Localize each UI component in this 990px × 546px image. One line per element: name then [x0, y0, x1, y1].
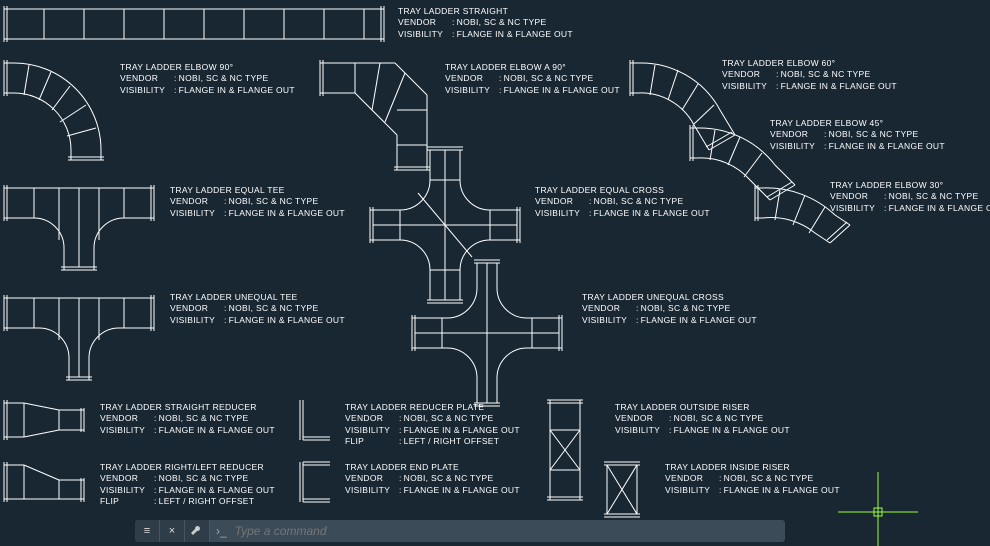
tray-outriser-icon: [545, 400, 585, 500]
tray-rlred-icon: [4, 462, 84, 502]
tray-uncross-icon: [412, 258, 562, 408]
tray-endplate-icon: [300, 462, 330, 502]
label-untee: TRAY LADDER UNEQUAL TEE VENDOR:NOBI, SC …: [170, 292, 345, 326]
wrench-icon[interactable]: [185, 520, 210, 542]
label-inriser: TRAY LADDER INSIDE RISER VENDOR:NOBI, SC…: [665, 462, 840, 496]
cad-canvas[interactable]: TRAY LADDER STRAIGHT VENDOR:NOBI, SC & N…: [0, 0, 990, 546]
label-straight: TRAY LADDER STRAIGHT VENDOR:NOBI, SC & N…: [398, 6, 573, 40]
tray-straight-icon: [4, 6, 384, 42]
tray-inriser-icon: [602, 462, 642, 517]
label-rlred: TRAY LADDER RIGHT/LEFT REDUCER VENDOR:NO…: [100, 462, 275, 508]
chevron-icon: ›_: [216, 524, 227, 538]
label-elbow60: TRAY LADDER ELBOW 60° VENDOR:NOBI, SC & …: [722, 58, 897, 92]
tray-untee-icon: [4, 295, 154, 385]
menu-icon[interactable]: ≡: [135, 520, 160, 542]
tray-elbow90-icon: [4, 60, 104, 160]
label-outriser: TRAY LADDER OUTSIDE RISER VENDOR:NOBI, S…: [615, 402, 790, 436]
label-eqtee: TRAY LADDER EQUAL TEE VENDOR:NOBI, SC & …: [170, 185, 345, 219]
label-title: TRAY LADDER STRAIGHT: [398, 6, 573, 17]
label-elbow90a: TRAY LADDER ELBOW A 90° VENDOR:NOBI, SC …: [445, 62, 620, 96]
label-uncross: TRAY LADDER UNEQUAL CROSS VENDOR:NOBI, S…: [582, 292, 757, 326]
label-elbow45: TRAY LADDER ELBOW 45° VENDOR:NOBI, SC & …: [770, 118, 945, 152]
command-input[interactable]: [233, 523, 785, 539]
tray-sred-icon: [4, 400, 84, 440]
label-elbow90: TRAY LADDER ELBOW 90° VENDOR:NOBI, SC & …: [120, 62, 295, 96]
tray-redplate-icon: [300, 400, 330, 440]
label-sred: TRAY LADDER STRAIGHT REDUCER VENDOR:NOBI…: [100, 402, 275, 436]
cursor-crosshair-icon: [838, 472, 918, 546]
label-elbow30: TRAY LADDER ELBOW 30° VENDOR:NOBI, SC & …: [830, 180, 990, 214]
tray-eqtee-icon: [4, 185, 154, 275]
command-bar[interactable]: ≡ × ›_: [135, 520, 785, 542]
label-redplate: TRAY LADDER REDUCER PLATE VENDOR:NOBI, S…: [345, 402, 520, 448]
close-icon[interactable]: ×: [160, 520, 185, 542]
label-endplate: TRAY LADDER END PLATE VENDOR:NOBI, SC & …: [345, 462, 520, 496]
label-eqcross: TRAY LADDER EQUAL CROSS VENDOR:NOBI, SC …: [535, 185, 710, 219]
